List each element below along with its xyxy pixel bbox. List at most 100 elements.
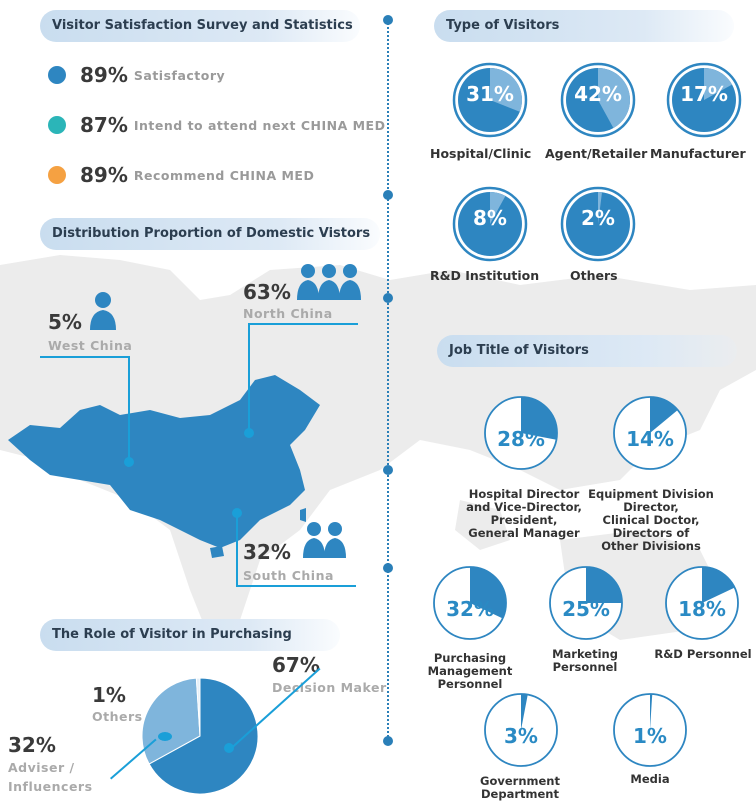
purchasing-role-pie bbox=[141, 677, 259, 795]
people-pair-icon bbox=[303, 522, 346, 558]
timeline-node bbox=[383, 736, 393, 746]
job-title-pie: 3% bbox=[483, 692, 559, 768]
leader-line bbox=[128, 356, 130, 462]
satisfaction-pct: 87% bbox=[80, 113, 128, 137]
visitor-type-ring: 17% bbox=[666, 62, 742, 138]
job-titles-title: Job Title of Visitors bbox=[437, 335, 737, 367]
visitor-type-ring: 2% bbox=[560, 186, 636, 262]
job-title-label: Marketing Personnel bbox=[552, 647, 618, 674]
bullet-dot bbox=[48, 66, 66, 84]
adviser-pct: 32% bbox=[8, 733, 56, 757]
marker-dot bbox=[158, 732, 172, 741]
bullet-dot bbox=[48, 166, 66, 184]
job-title-label: Media bbox=[630, 772, 670, 786]
visitor-types-title: Type of Visitors bbox=[434, 10, 734, 42]
job-title-label: Hospital Director and Vice-Director, Pre… bbox=[466, 487, 582, 540]
timeline-node bbox=[383, 465, 393, 475]
job-title-slice bbox=[586, 567, 622, 603]
job-title-pct: 18% bbox=[678, 597, 726, 621]
job-title-label: Equipment Division Director, Clinical Do… bbox=[588, 487, 714, 553]
job-title-pie: 14% bbox=[612, 395, 688, 471]
job-title-pie: 32% bbox=[432, 565, 508, 641]
job-title-pct: 32% bbox=[446, 597, 494, 621]
bullet-dot bbox=[48, 116, 66, 134]
satisfaction-label: Recommend CHINA MED bbox=[133, 167, 315, 183]
marker-dot bbox=[232, 508, 242, 518]
north-china-pct: 63% bbox=[243, 280, 291, 304]
visitor-type-ring: 31% bbox=[452, 62, 528, 138]
job-title-slice bbox=[702, 567, 735, 603]
visitor-type-ring: 42% bbox=[560, 62, 636, 138]
marker-dot bbox=[224, 743, 234, 753]
satisfaction-item: 87% Intend to attend next CHINA MED bbox=[48, 110, 385, 140]
visitor-type-pct: 17% bbox=[680, 82, 728, 106]
west-china-label: West China bbox=[48, 338, 133, 353]
visitor-type-label: Manufacturer bbox=[650, 146, 746, 161]
leader-line bbox=[248, 323, 250, 433]
satisfaction-pct: 89% bbox=[80, 163, 128, 187]
others-label: Others bbox=[92, 709, 143, 724]
visitor-type-label: Agent/Retailer bbox=[545, 146, 648, 161]
job-title-pie: 1% bbox=[612, 692, 688, 768]
job-title-pct: 28% bbox=[497, 427, 545, 451]
visitor-type-ring: 8% bbox=[452, 186, 528, 262]
job-title-pie: 28% bbox=[483, 395, 559, 471]
job-title-slice bbox=[521, 694, 528, 730]
satisfaction-label: Intend to attend next CHINA MED bbox=[133, 117, 386, 133]
satisfaction-item: 89% Satisfactory bbox=[48, 60, 225, 90]
ring-slice bbox=[598, 68, 630, 129]
job-title-pct: 3% bbox=[504, 724, 538, 748]
marker-dot bbox=[124, 457, 134, 467]
south-china-label: South China bbox=[243, 568, 334, 583]
satisfaction-pct: 89% bbox=[80, 63, 128, 87]
adviser-label: Adviser / Influencers bbox=[8, 760, 93, 794]
timeline-node bbox=[383, 563, 393, 573]
timeline-node bbox=[383, 293, 393, 303]
west-china-pct: 5% bbox=[48, 310, 82, 334]
job-title-pct: 14% bbox=[626, 427, 674, 451]
visitor-type-pct: 2% bbox=[581, 206, 615, 230]
others-pct: 1% bbox=[92, 683, 126, 707]
job-title-label: R&D Personnel bbox=[654, 647, 752, 661]
purchasing-role-slice bbox=[195, 677, 201, 737]
ring-slice bbox=[490, 192, 506, 224]
leader-line bbox=[236, 585, 356, 587]
job-title-label: Purchasing Management Personnel bbox=[427, 651, 513, 691]
center-divider bbox=[387, 20, 389, 740]
south-china-pct: 32% bbox=[243, 540, 291, 564]
visitor-type-label: Hospital/Clinic bbox=[430, 146, 532, 161]
timeline-node bbox=[383, 15, 393, 25]
satisfaction-label: Satisfactory bbox=[133, 67, 226, 83]
job-title-slice bbox=[521, 397, 557, 440]
job-title-pct: 25% bbox=[562, 597, 610, 621]
satisfaction-title: Visitor Satisfaction Survey and Statisti… bbox=[40, 10, 360, 42]
purchasing-role-title: The Role of Visitor in Purchasing bbox=[40, 619, 340, 651]
job-title-pct: 1% bbox=[633, 724, 667, 748]
person-icon bbox=[90, 292, 116, 330]
job-title-slice bbox=[650, 397, 678, 433]
ring-slice bbox=[704, 68, 733, 100]
marker-dot bbox=[244, 428, 254, 438]
visitor-type-label: Others bbox=[570, 268, 618, 283]
satisfaction-item: 89% Recommend CHINA MED bbox=[48, 160, 314, 190]
job-title-slice bbox=[470, 567, 506, 619]
job-title-pie: 25% bbox=[548, 565, 624, 641]
visitor-type-label: R&D Institution bbox=[430, 268, 540, 283]
leader-line bbox=[248, 323, 358, 325]
people-group-icon bbox=[297, 264, 361, 300]
china-map bbox=[8, 375, 320, 558]
domestic-title: Distribution Proportion of Domestic Vist… bbox=[40, 218, 380, 250]
visitor-type-pct: 42% bbox=[574, 82, 622, 106]
ring-slice bbox=[490, 68, 522, 112]
purchasing-role-slice bbox=[148, 677, 259, 795]
purchasing-role-slice bbox=[141, 677, 201, 765]
job-title-label: Government Department bbox=[480, 774, 560, 801]
leader-line bbox=[236, 512, 238, 586]
ring-slice bbox=[598, 192, 603, 224]
visitor-type-pct: 8% bbox=[473, 206, 507, 230]
job-title-slice bbox=[650, 694, 653, 730]
job-title-pie: 18% bbox=[664, 565, 740, 641]
leader-line bbox=[40, 356, 130, 358]
timeline-node bbox=[383, 190, 393, 200]
visitor-type-pct: 31% bbox=[466, 82, 514, 106]
